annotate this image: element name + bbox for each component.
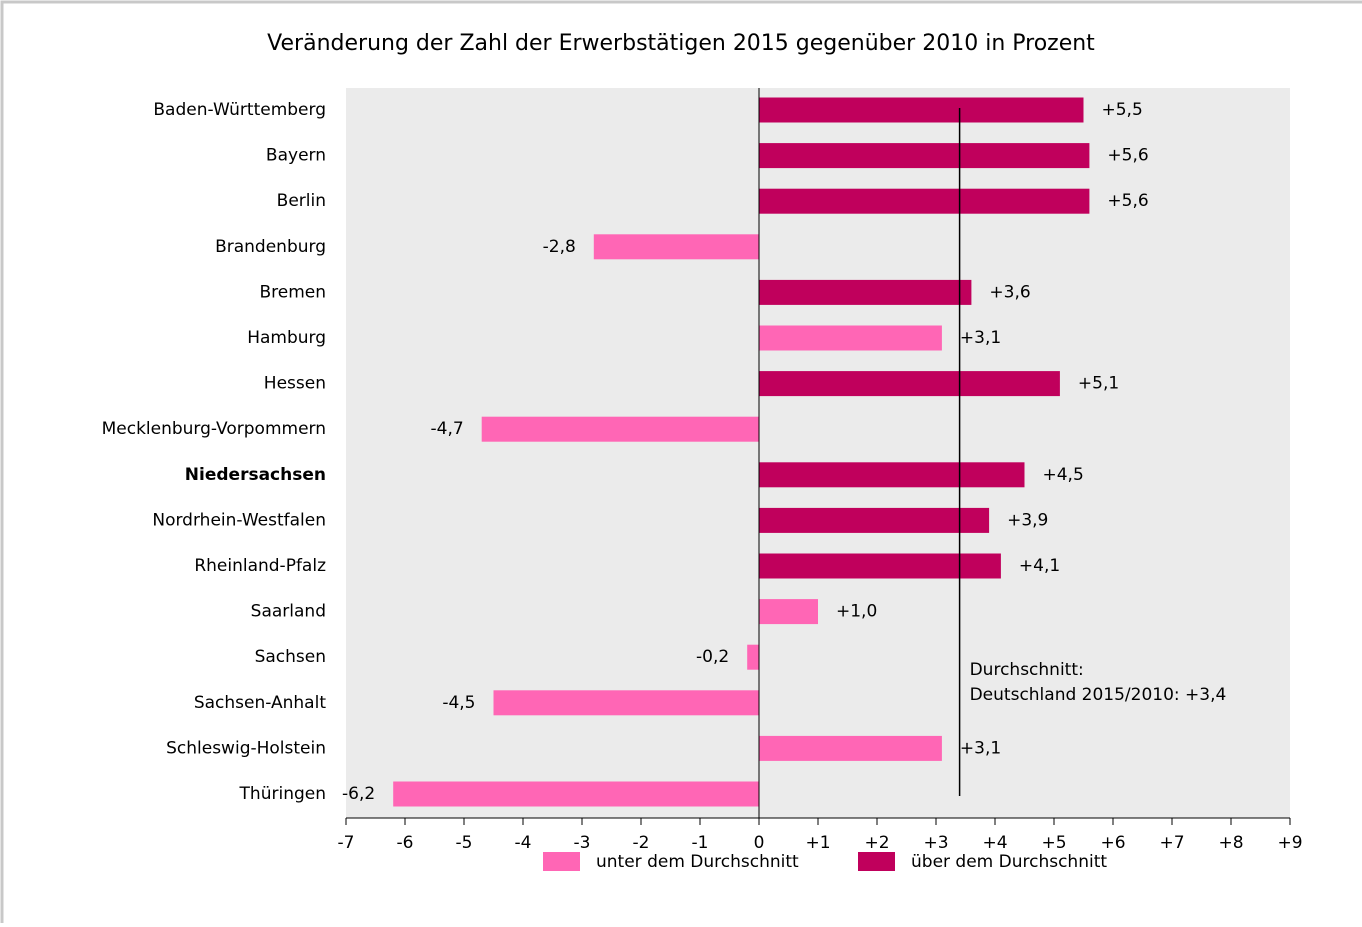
x-tick-label: +1 [805,833,830,853]
average-label: Durchschnitt: [970,660,1084,680]
category-label: Mecklenburg-Vorpommern [102,419,326,439]
value-label: -4,7 [431,419,464,439]
x-tick-label: 0 [754,833,765,853]
bar [747,644,759,670]
bar [759,735,942,761]
bar [759,325,942,351]
legend-label: unter dem Durchschnitt [596,852,799,872]
value-label: -6,2 [342,784,375,804]
category-label: Rheinland-Pfalz [194,556,326,576]
category-label: Sachsen-Anhalt [194,693,326,713]
bar [759,188,1090,214]
value-label: +4,1 [1019,556,1060,576]
category-label: Baden-Württemberg [153,100,326,120]
x-tick-label: +9 [1277,833,1302,853]
bar [759,97,1084,123]
x-tick-label: +4 [982,833,1007,853]
x-tick-label: +3 [923,833,948,853]
category-label: Schleswig-Holstein [166,738,326,758]
value-label: +5,6 [1107,146,1148,166]
x-tick-label: +5 [1041,833,1066,853]
x-tick-label: +8 [1218,833,1243,853]
legend-label: über dem Durchschnitt [911,852,1107,872]
category-label: Bayern [266,146,326,166]
bar [759,143,1090,169]
value-label: -4,5 [442,693,475,713]
x-tick-label: -3 [574,833,591,853]
value-label: +3,1 [960,328,1001,348]
category-label: Niedersachsen [185,465,326,485]
x-tick-label: -1 [692,833,709,853]
value-label: +3,1 [960,738,1001,758]
x-tick-label: -4 [515,833,532,853]
category-label: Brandenburg [215,237,326,257]
category-label: Thüringen [239,784,326,804]
category-label: Nordrhein-Westfalen [152,510,326,530]
bar [481,416,759,442]
category-label: Hamburg [247,328,326,348]
value-label: +4,5 [1043,465,1084,485]
value-label: +3,6 [989,282,1030,302]
x-tick-label: -6 [397,833,414,853]
bar [593,234,759,260]
value-label: +3,9 [1007,510,1048,530]
average-label: Deutschland 2015/2010: +3,4 [970,685,1227,705]
chart-title: Veränderung der Zahl der Erwerbstätigen … [267,31,1095,56]
legend-swatch [543,852,580,871]
legend-swatch [858,852,895,871]
category-label: Bremen [259,282,326,302]
bar [759,599,818,625]
bar [759,553,1001,579]
x-tick-label: +7 [1159,833,1184,853]
bar [759,279,972,305]
bar [759,462,1025,488]
category-label: Hessen [264,374,326,394]
value-label: +5,1 [1078,374,1119,394]
bar [493,690,759,716]
value-label: -0,2 [696,647,729,667]
x-tick-label: +6 [1100,833,1125,853]
x-tick-label: -2 [633,833,650,853]
value-label: -2,8 [543,237,576,257]
x-tick-label: -5 [456,833,473,853]
category-label: Saarland [251,602,326,622]
category-label: Sachsen [255,647,326,667]
x-tick-label: -7 [338,833,355,853]
category-label: Berlin [277,191,326,211]
bar [759,507,990,533]
value-label: +5,6 [1107,191,1148,211]
value-label: +1,0 [836,602,877,622]
value-label: +5,5 [1102,100,1143,120]
x-tick-label: +2 [864,833,889,853]
bar [759,371,1060,397]
bar [393,781,759,807]
